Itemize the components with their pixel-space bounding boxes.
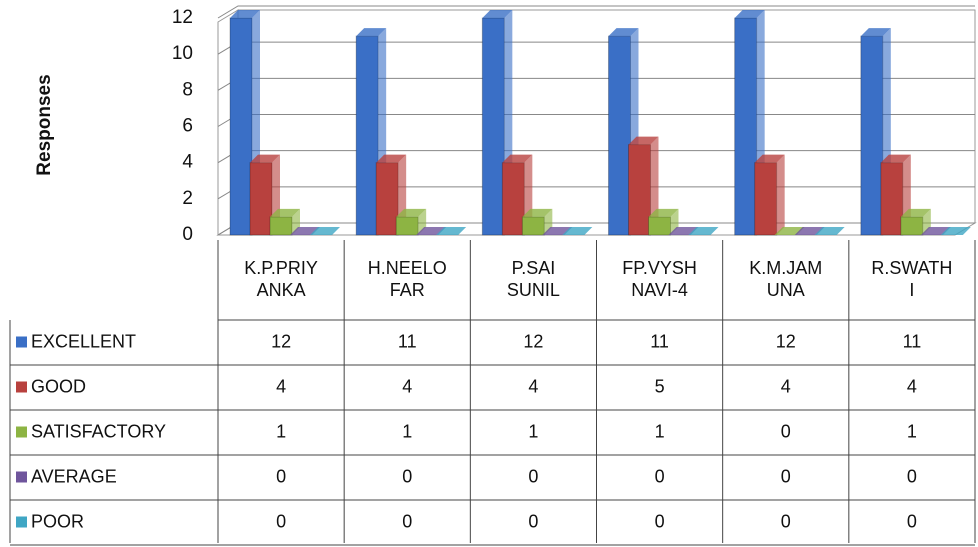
bar [754,162,778,236]
bar-top [436,227,467,235]
bar [628,144,651,236]
table-value: 11 [903,331,922,351]
table-value: 0 [781,466,791,486]
bar-top [522,208,553,217]
bar-top [376,154,407,163]
legend-label: EXCELLENT [31,331,136,351]
table-value: 12 [271,331,291,351]
table-value: 0 [907,466,917,486]
table-value: 0 [402,466,412,486]
bar-top [502,154,533,163]
table-value: 1 [276,421,286,441]
bar-top [648,208,679,217]
bar-top [250,154,280,163]
table-value: 0 [655,511,665,531]
bar-top [628,136,659,145]
category-label: K.M.JAM UNA [749,258,822,300]
legend-label: POOR [31,511,84,531]
table-value: 0 [528,511,538,531]
bar [900,216,924,236]
table-value: 12 [523,331,543,351]
legend-swatch [16,516,27,528]
y-tick-label: 12 [172,7,193,28]
table-value: 0 [781,421,791,441]
bar-side [776,154,785,235]
bar-top [230,10,260,18]
legend-label: AVERAGE [31,466,117,486]
bar [229,17,253,236]
table-value: 0 [907,511,917,531]
bar [648,216,671,236]
bar [608,35,631,236]
bar [249,162,273,236]
table-value: 1 [655,421,665,441]
bar-top [814,227,845,235]
bar [375,162,399,236]
bar [269,216,293,236]
table-value: 11 [398,331,417,351]
legend-label: GOOD [31,376,86,396]
table-value: 1 [907,421,917,441]
table-value: 1 [528,421,538,441]
bar [521,216,545,236]
bar-top [754,154,785,163]
bar-top [860,28,891,37]
table-value: 12 [776,331,796,351]
bar [501,162,525,236]
category-label: P.SAI SUNIL [507,258,560,300]
legend-swatch [16,336,27,348]
bar-top [562,227,593,235]
bar-top [608,28,639,37]
table-value: 0 [781,511,791,531]
bar-top [396,208,427,217]
table-value: 0 [402,511,412,531]
category-label: FP.VYSH NAVI-4 [622,258,697,300]
y-tick-label: 6 [182,116,193,137]
y-tick-label: 0 [182,224,193,245]
bar [880,162,904,236]
bar [481,17,505,236]
legend-swatch [16,381,27,393]
bar-top [482,10,513,18]
y-tick-label: 10 [172,43,193,64]
grid-line [217,5,975,19]
table-value: 11 [650,331,669,351]
bar-top [940,227,971,235]
y-tick-label: 4 [182,152,193,173]
table-value: 1 [402,421,412,441]
table-value: 0 [276,466,286,486]
table-value: 4 [781,376,791,396]
table-value: 5 [655,376,665,396]
bar-top [734,10,765,18]
bar-top [356,28,387,37]
y-tick-label: 2 [182,188,193,209]
legend-label: SATISFACTORY [31,421,166,441]
table-value: 4 [276,376,286,396]
table-value: 4 [907,376,917,396]
legend-swatch [16,426,27,438]
bar-top [880,154,911,163]
bar-top [688,227,719,235]
category-label: K.P.PRIY ANKA [244,258,318,300]
bar [395,216,419,236]
y-tick-label: 8 [182,79,193,100]
bar-top [310,227,340,235]
bar-top [900,208,931,217]
table-value: 0 [276,511,286,531]
table-value: 4 [528,376,538,396]
category-label: R.SWATH I [871,258,952,300]
bar [355,35,379,236]
table-value: 0 [528,466,538,486]
bar [860,35,884,236]
y-axis-label: Responses [34,74,55,175]
legend-swatch [16,471,27,483]
category-label: H.NEELO FAR [368,258,447,300]
bar [734,17,758,236]
table-value: 4 [402,376,412,396]
table-value: 0 [655,466,665,486]
bar-top [270,208,300,217]
